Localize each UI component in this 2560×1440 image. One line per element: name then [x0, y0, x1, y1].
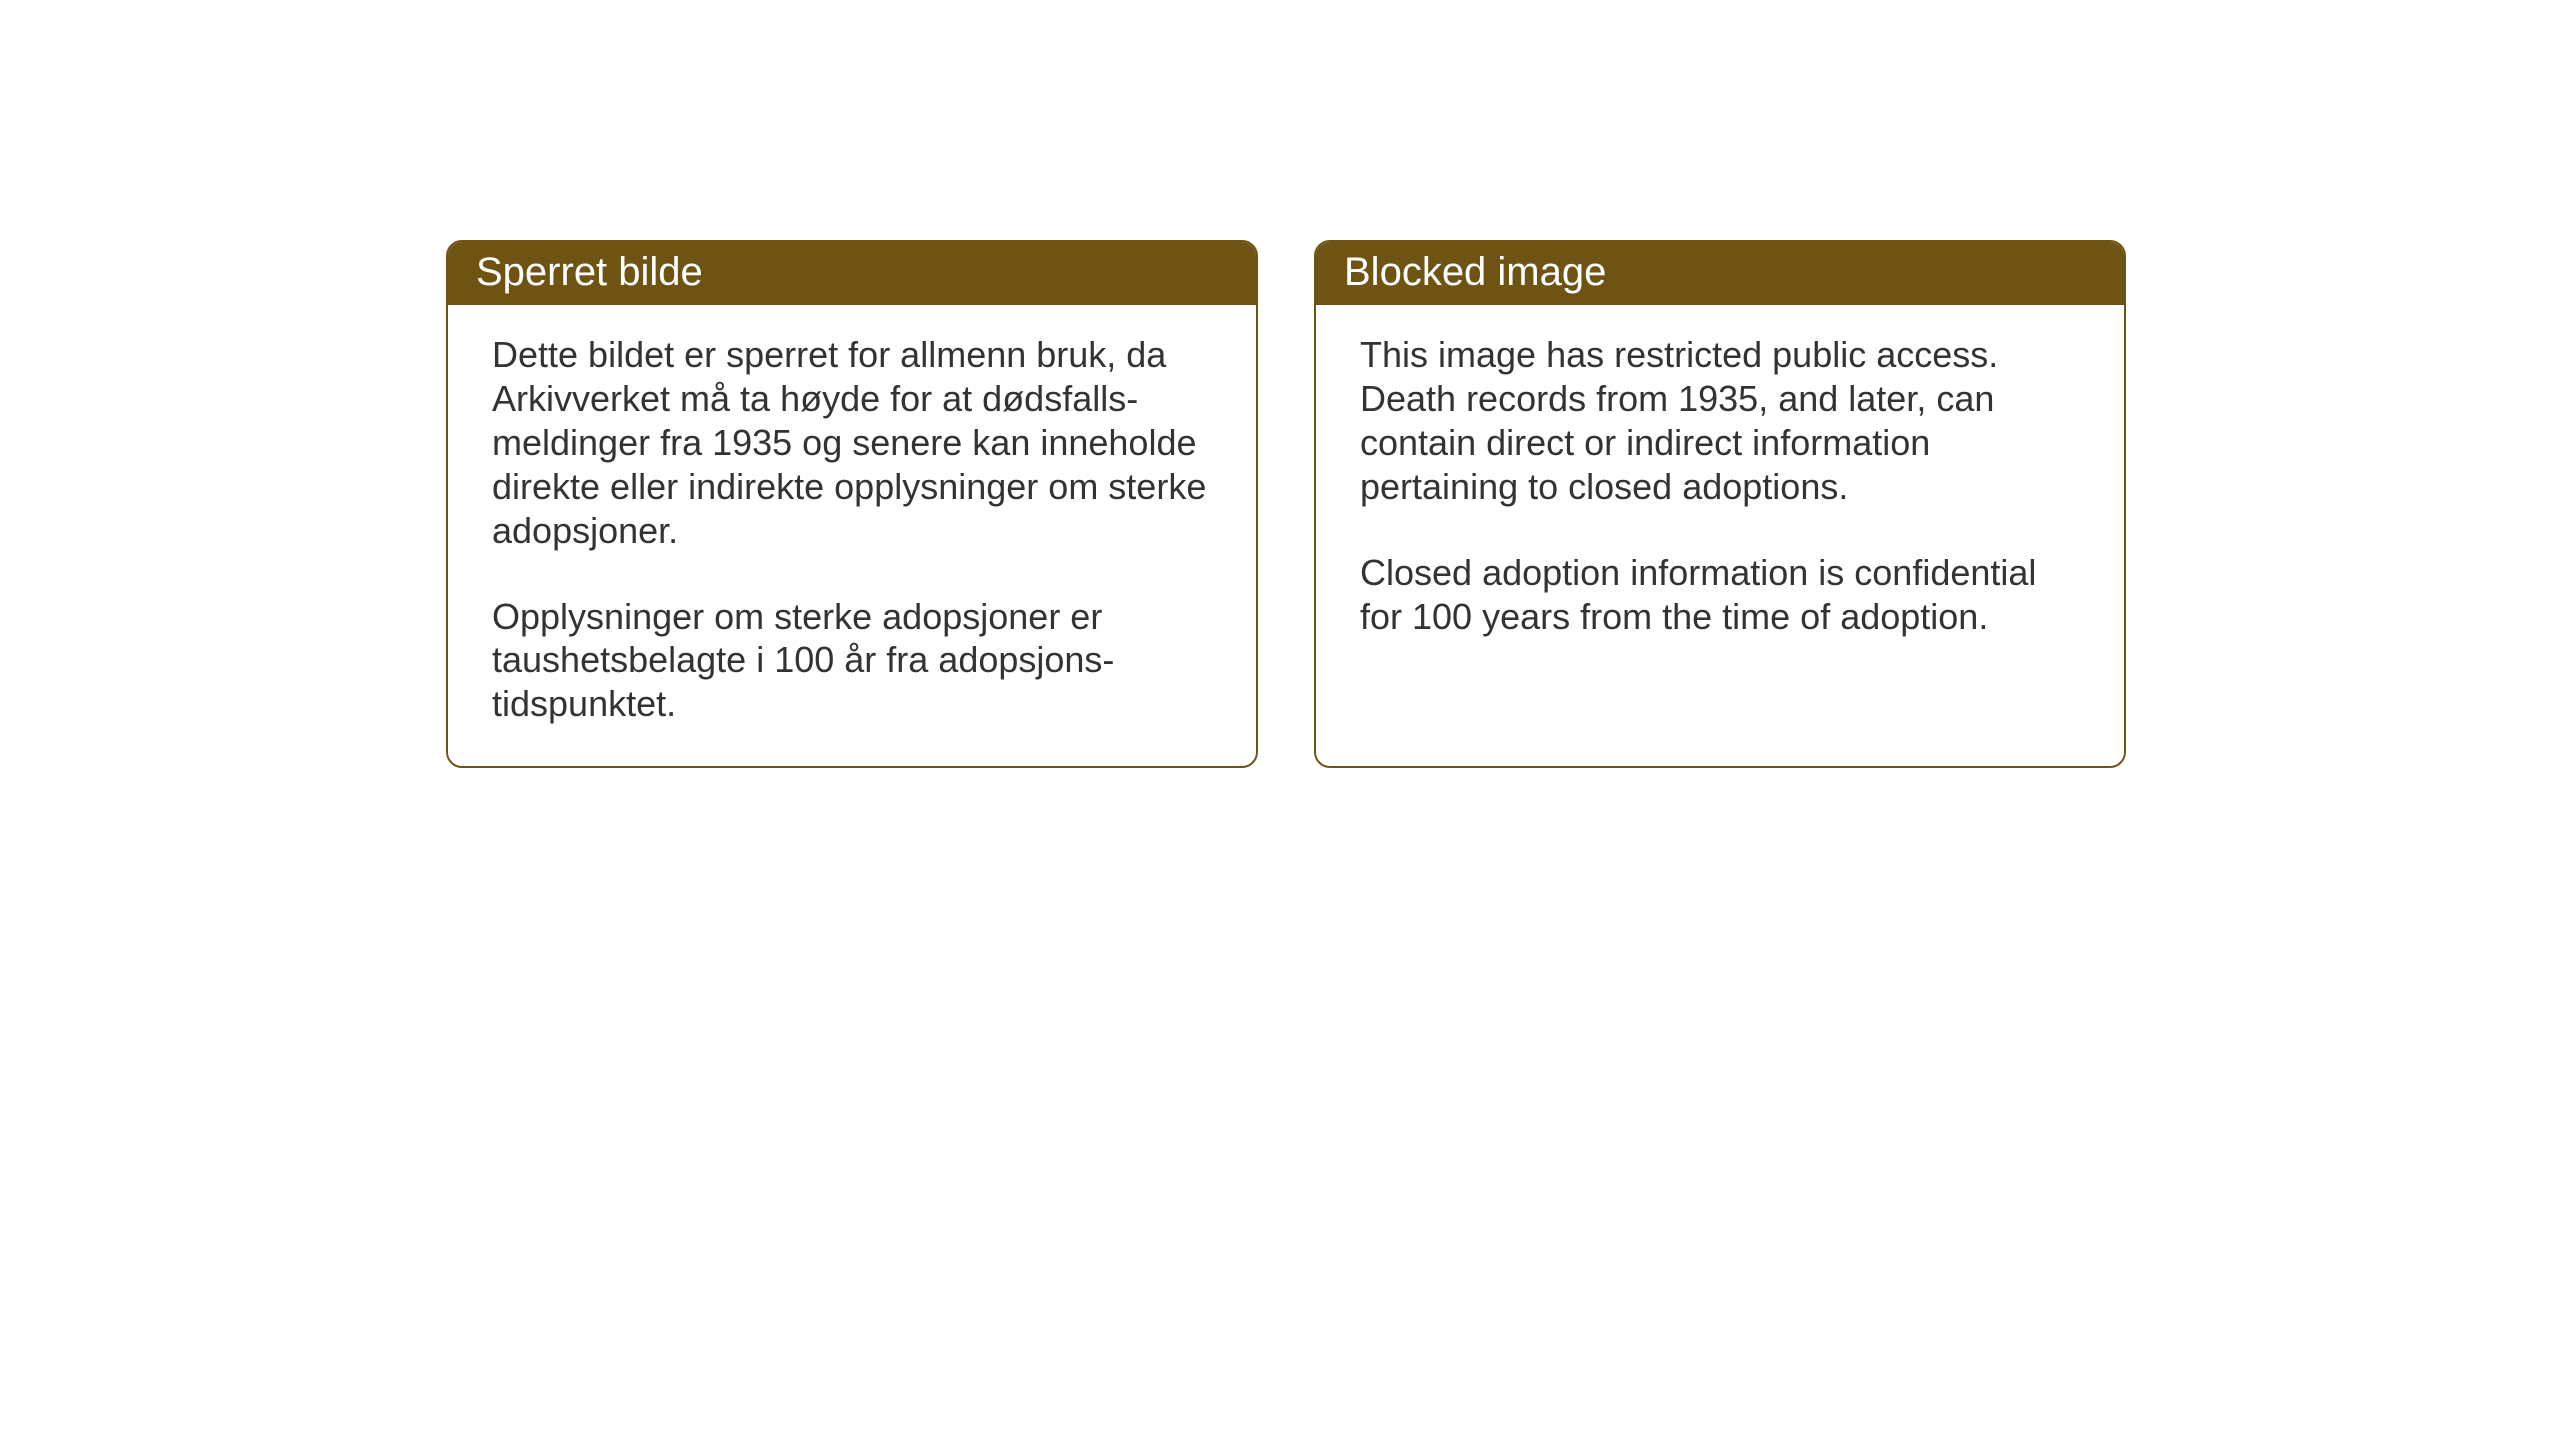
card-body-norwegian: Dette bildet er sperret for allmenn bruk…	[448, 305, 1256, 766]
card-title-english: Blocked image	[1344, 250, 1606, 294]
card-header-norwegian: Sperret bilde	[448, 242, 1256, 305]
notice-cards-container: Sperret bilde Dette bildet er sperret fo…	[446, 240, 2126, 768]
notice-card-english: Blocked image This image has restricted …	[1314, 240, 2126, 768]
paragraph-2-norwegian: Opplysninger om sterke adopsjoner er tau…	[492, 595, 1212, 727]
paragraph-1-english: This image has restricted public access.…	[1360, 333, 2080, 509]
paragraph-2-english: Closed adoption information is confident…	[1360, 551, 2080, 639]
card-body-english: This image has restricted public access.…	[1316, 305, 2124, 678]
paragraph-1-norwegian: Dette bildet er sperret for allmenn bruk…	[492, 333, 1212, 553]
notice-card-norwegian: Sperret bilde Dette bildet er sperret fo…	[446, 240, 1258, 768]
card-title-norwegian: Sperret bilde	[476, 250, 703, 294]
card-header-english: Blocked image	[1316, 242, 2124, 305]
